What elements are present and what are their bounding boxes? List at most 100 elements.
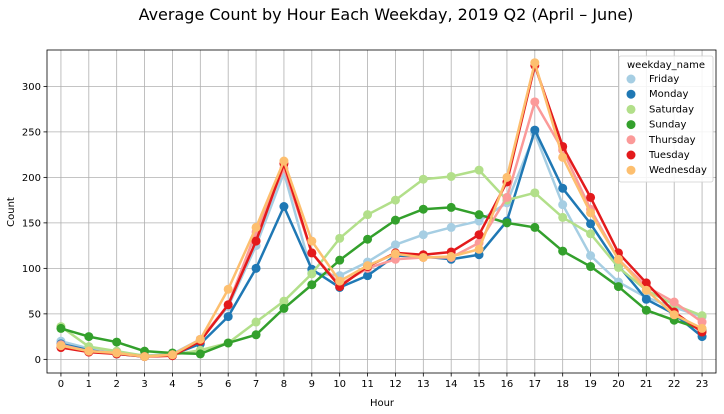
data-point-sunday xyxy=(363,234,373,244)
y-tick-label: 300 xyxy=(22,82,41,93)
x-tick-label: 23 xyxy=(696,379,709,390)
data-point-wednesday xyxy=(641,285,651,295)
x-tick-label: 18 xyxy=(556,379,569,390)
x-tick-label: 3 xyxy=(141,379,147,390)
x-tick-label: 6 xyxy=(225,379,231,390)
data-point-wednesday xyxy=(195,334,205,344)
data-point-tuesday xyxy=(641,278,651,288)
series-tuesday xyxy=(56,60,707,362)
data-point-wednesday xyxy=(390,249,400,259)
legend-marker-tuesday xyxy=(626,150,636,160)
x-tick-label: 19 xyxy=(584,379,597,390)
x-tick-label: 9 xyxy=(309,379,315,390)
data-point-sunday xyxy=(502,218,512,228)
x-tick-label: 14 xyxy=(445,379,458,390)
data-point-wednesday xyxy=(669,310,679,320)
data-point-tuesday xyxy=(586,192,596,202)
legend: weekday_name Friday Monday Saturday Sunday Th… xyxy=(618,55,714,183)
series-line-sunday xyxy=(60,206,703,356)
data-point-wednesday xyxy=(363,261,373,271)
series-line-wednesday xyxy=(60,61,703,358)
data-point-thursday xyxy=(502,192,512,202)
data-point-wednesday xyxy=(223,284,233,294)
data-point-wednesday xyxy=(558,152,568,162)
data-point-sunday xyxy=(335,255,345,265)
data-point-tuesday xyxy=(223,300,233,310)
data-point-monday xyxy=(363,271,373,281)
data-point-wednesday xyxy=(530,58,540,68)
series-sunday xyxy=(56,202,707,359)
data-point-wednesday xyxy=(279,156,289,166)
legend-marker-sunday xyxy=(626,120,636,130)
data-point-wednesday xyxy=(613,254,623,264)
data-point-saturday xyxy=(363,210,373,220)
data-point-sunday xyxy=(530,222,540,232)
y-axis-ticks: 0 50 100 150 200 250 300 xyxy=(22,82,47,366)
x-tick-label: 10 xyxy=(333,379,346,390)
data-point-saturday xyxy=(697,311,707,321)
x-tick-label: 16 xyxy=(501,379,514,390)
data-point-saturday xyxy=(307,269,317,279)
data-point-saturday xyxy=(558,212,568,222)
x-tick-label: 4 xyxy=(169,379,175,390)
x-tick-label: 15 xyxy=(473,379,486,390)
data-point-sunday xyxy=(418,204,428,214)
legend-marker-thursday xyxy=(626,135,636,145)
data-point-friday xyxy=(586,251,596,261)
data-point-sunday xyxy=(558,246,568,256)
data-point-friday xyxy=(390,240,400,250)
x-axis-ticks: 0 1 2 3 4 5 6 7 8 9 10 11 12 13 14 15 16 17 18 19 20 21 22 23 xyxy=(58,373,709,390)
data-point-thursday xyxy=(697,317,707,327)
data-point-sunday xyxy=(641,305,651,315)
legend-label-saturday: Saturday xyxy=(649,104,694,115)
data-point-sunday xyxy=(251,330,261,340)
data-point-saturday xyxy=(530,188,540,198)
data-point-tuesday xyxy=(474,230,484,240)
data-point-wednesday xyxy=(418,252,428,262)
data-point-wednesday xyxy=(446,252,456,262)
legend-label-tuesday: Tuesday xyxy=(648,150,690,161)
y-tick-label: 100 xyxy=(22,264,41,275)
x-tick-label: 20 xyxy=(612,379,625,390)
data-point-tuesday xyxy=(251,236,261,246)
legend-marker-wednesday xyxy=(626,165,636,175)
series-wednesday xyxy=(56,58,707,362)
data-point-wednesday xyxy=(586,208,596,218)
series-line-monday xyxy=(60,128,703,358)
data-point-monday xyxy=(251,263,261,273)
legend-marker-monday xyxy=(626,89,636,99)
y-tick-label: 0 xyxy=(35,355,41,366)
x-tick-label: 8 xyxy=(281,379,287,390)
data-point-wednesday xyxy=(56,341,66,351)
x-tick-label: 11 xyxy=(361,379,374,390)
x-tick-label: 1 xyxy=(86,379,92,390)
data-point-sunday xyxy=(390,215,400,225)
data-point-saturday xyxy=(251,317,261,327)
data-point-wednesday xyxy=(167,350,177,360)
legend-label-friday: Friday xyxy=(649,74,679,85)
y-tick-label: 250 xyxy=(22,127,41,138)
data-point-thursday xyxy=(530,97,540,107)
data-point-friday xyxy=(558,200,568,210)
data-point-saturday xyxy=(446,171,456,181)
data-point-sunday xyxy=(613,282,623,292)
data-point-saturday xyxy=(279,296,289,306)
chart-title: Average Count by Hour Each Weekday, 2019… xyxy=(139,5,634,24)
x-tick-label: 13 xyxy=(417,379,430,390)
legend-label-sunday: Sunday xyxy=(649,120,686,131)
data-point-monday xyxy=(558,183,568,193)
x-tick-label: 7 xyxy=(253,379,259,390)
legend-label-wednesday: Wednesday xyxy=(649,165,707,176)
series-layer xyxy=(56,58,707,362)
data-point-wednesday xyxy=(251,222,261,232)
legend-label-thursday: Thursday xyxy=(648,135,696,146)
y-tick-label: 50 xyxy=(28,309,41,320)
data-point-tuesday xyxy=(307,248,317,258)
data-point-wednesday xyxy=(697,323,707,333)
data-point-monday xyxy=(586,219,596,229)
legend-label-monday: Monday xyxy=(649,89,689,100)
data-point-wednesday xyxy=(112,348,122,358)
x-tick-label: 22 xyxy=(668,379,681,390)
data-point-monday xyxy=(530,125,540,135)
